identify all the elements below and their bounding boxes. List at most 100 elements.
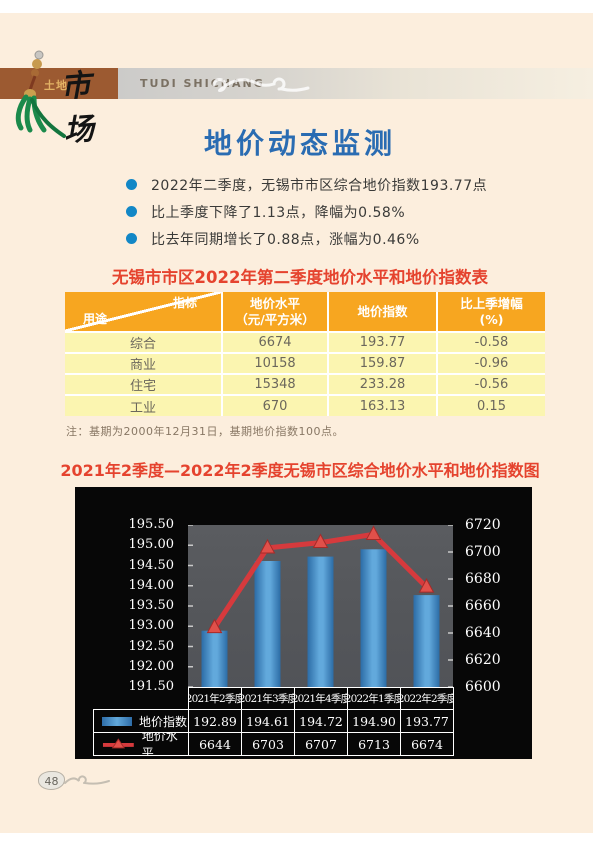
- cell-change: -0.56: [436, 373, 545, 396]
- right-axis-tick-label: 6700: [465, 544, 501, 560]
- bullet-icon: [126, 233, 137, 244]
- left-axis-tick-label: 192.00: [128, 658, 175, 674]
- bar: [254, 561, 281, 687]
- col-header-change-line1: 比上季增幅: [460, 295, 523, 311]
- line-marker-icon: [259, 538, 276, 554]
- swirl-icon: [64, 774, 110, 785]
- chart-value-cell: 6703: [241, 732, 295, 756]
- col-header-change: 比上季增幅 (%): [436, 292, 545, 333]
- bullet-text: 2022年二季度，无锡市市区综合地价指数193.77点: [151, 177, 488, 194]
- cell-price: 10158: [221, 352, 329, 375]
- chart-category-cell: 2021年4季度: [294, 687, 348, 710]
- cell-change: -0.96: [436, 352, 545, 375]
- right-axis-tick-label: 6640: [465, 625, 501, 641]
- right-axis-tick-label: 6680: [465, 571, 501, 587]
- right-axis: 6720 6700 6680 6660 6640 6620 6600: [463, 487, 532, 759]
- chart-value-cell: 192.89: [188, 709, 242, 733]
- chart-category-cell: 2021年2季度: [188, 687, 242, 710]
- left-axis-tick-label: 193.00: [128, 618, 175, 634]
- list-item: 比去年同期增长了0.88点，涨幅为0.46%: [126, 225, 487, 252]
- chart-data-table: 2021年2季度 2021年3季度 2021年4季度 2022年1季度 2022年2季度…: [93, 687, 455, 756]
- chart-value-cell: 6713: [347, 732, 401, 756]
- col-header-price-line1: 地价水平: [249, 295, 300, 311]
- chart-value-cell: 193.77: [400, 709, 454, 733]
- table-note: 注：基期为2000年12月31日，基期地价指数100点。: [66, 425, 344, 438]
- logo-prefix: 土地: [44, 79, 68, 92]
- left-axis-tick-label: 193.50: [128, 598, 175, 613]
- table-title: 无锡市市区2022年第二季度地价水平和地价指数表: [112, 268, 488, 287]
- bullet-text: 比去年同期增长了0.88点，涨幅为0.46%: [151, 231, 420, 248]
- col-header-change-line2: (%): [479, 311, 504, 327]
- cell-index: 159.87: [327, 352, 438, 375]
- header-strip: TUDI SHICHANG: [118, 68, 593, 99]
- right-axis-tick-label: 6720: [465, 517, 501, 533]
- table-row: 住宅 15348 233.28 -0.56: [65, 373, 545, 396]
- chart-category-cell: 2021年3季度: [241, 687, 295, 710]
- left-axis-tick-label: 192.50: [128, 638, 175, 654]
- tassel-icon: [15, 50, 66, 138]
- bullet-text: 比上季度下降了1.13点，降幅为0.58%: [151, 204, 406, 221]
- line-marker-icon: [312, 533, 329, 549]
- cell-change: -0.58: [436, 331, 545, 354]
- cell-index: 233.28: [327, 373, 438, 396]
- chart-category-cell: 2022年1季度: [347, 687, 401, 710]
- legend-line-series: 地价水平: [93, 732, 189, 756]
- list-item: 2022年二季度，无锡市市区综合地价指数193.77点: [126, 171, 487, 198]
- cell-index: 163.13: [327, 394, 438, 416]
- left-axis-tick-label: 191.50: [128, 679, 175, 694]
- right-axis-tick-label: 6620: [465, 652, 501, 668]
- line-marker-icon: [206, 618, 223, 634]
- chart-value-cell: 194.90: [347, 709, 401, 733]
- chart-value-cell: 6707: [294, 732, 348, 756]
- price-table: 指标 用途 地价水平 （元/平方米） 地价指数 比上季增幅 (%) 综合 667…: [65, 292, 545, 416]
- line-swatch-icon: [102, 738, 134, 749]
- line-marker-icon: [365, 525, 382, 540]
- col-header-price-line2: （元/平方米）: [235, 311, 315, 327]
- header-band: 土地 市场 TUDI SHICHANG: [0, 68, 593, 149]
- cell-price: 6674: [221, 331, 329, 354]
- chart: 195.50 195.00 194.50 194.00 193.50 193.00 192.…: [75, 487, 532, 759]
- page-title: 地价动态监测: [203, 127, 396, 160]
- cell-use: 商业: [65, 352, 223, 375]
- left-axis: 195.50 195.00 194.50 194.00 193.50 193.00 192.…: [75, 487, 180, 759]
- left-axis-tick-label: 195.00: [128, 537, 175, 553]
- bar: [307, 556, 334, 687]
- cell-use: 综合: [65, 331, 223, 354]
- corner-label-top: 指标: [172, 296, 197, 310]
- cell-price: 670: [221, 394, 329, 416]
- bar: [360, 549, 387, 687]
- table-row: 商业 10158 159.87 -0.96: [65, 352, 545, 375]
- left-axis-tick-label: 195.50: [128, 517, 175, 532]
- page-footer: 48: [38, 771, 111, 790]
- chart-value-cell: 6674: [400, 732, 454, 756]
- table-header-row: 指标 用途 地价水平 （元/平方米） 地价指数 比上季增幅 (%): [65, 292, 545, 333]
- corner-label-bottom: 用途: [83, 312, 108, 326]
- chart-value-cell: 6644: [188, 732, 242, 756]
- cloud-icon: [212, 77, 310, 92]
- cell-change: 0.15: [436, 394, 545, 416]
- corner-cell: 指标 用途: [65, 292, 223, 333]
- logo-block: 土地 市场: [0, 68, 118, 149]
- list-item: 比上季度下降了1.13点，降幅为0.58%: [126, 198, 487, 225]
- bar: [201, 630, 228, 687]
- cell-use: 工业: [65, 394, 223, 416]
- cell-price: 15348: [221, 373, 329, 396]
- bar-swatch-icon: [102, 716, 132, 726]
- legend-label: 地价指数: [139, 714, 188, 729]
- left-axis-tick-label: 194.50: [128, 557, 175, 573]
- chart-category-cell: 2022年2季度: [400, 687, 454, 710]
- cell-index: 193.77: [327, 331, 438, 354]
- bullet-icon: [126, 206, 137, 217]
- legend-bar-series: 地价指数: [93, 709, 189, 733]
- col-header-index: 地价指数: [327, 292, 438, 333]
- bar: [413, 595, 440, 687]
- summary-list: 2022年二季度，无锡市市区综合地价指数193.77点 比上季度下降了1.13点…: [126, 171, 487, 252]
- table-row: 综合 6674 193.77 -0.58: [65, 331, 545, 354]
- col-header-price: 地价水平 （元/平方米）: [221, 292, 329, 333]
- right-axis-tick-label: 6660: [465, 598, 501, 614]
- page-number-badge: 48: [38, 771, 65, 790]
- line-marker-icon: [418, 578, 435, 593]
- chart-value-cell: 194.72: [294, 709, 348, 733]
- right-axis-tick-label: 6600: [465, 679, 501, 695]
